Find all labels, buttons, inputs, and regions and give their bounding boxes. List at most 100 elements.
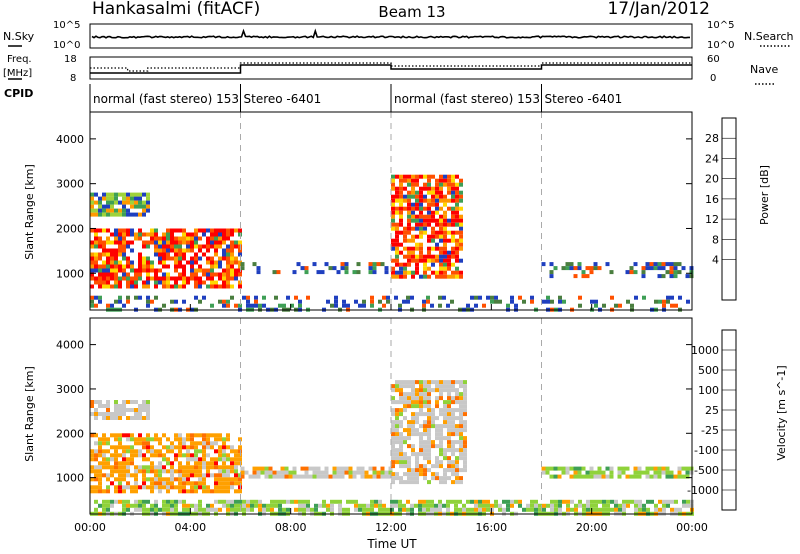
- heatmap-cell: [326, 299, 330, 304]
- heatmap-cell: [653, 266, 658, 271]
- heatmap-cell: [102, 449, 106, 454]
- heatmap-cell: [118, 260, 122, 265]
- heatmap-cell: [130, 268, 134, 273]
- heatmap-cell: [399, 210, 403, 215]
- heatmap-cell: [463, 392, 467, 397]
- heatmap-cell: [98, 272, 102, 277]
- heatmap-cell: [622, 507, 626, 512]
- heatmap-cell: [202, 272, 206, 277]
- heatmap-cell: [134, 507, 138, 512]
- heatmap-cell: [399, 214, 403, 219]
- heatmap-cell: [642, 295, 646, 300]
- heatmap-cell: [218, 256, 222, 261]
- heatmap-cell: [439, 396, 443, 401]
- heatmap-cell: [118, 473, 122, 478]
- heatmap-cell: [230, 272, 234, 277]
- heatmap-cell: [451, 214, 455, 219]
- heatmap-cell: [166, 477, 170, 482]
- heatmap-cell: [134, 489, 138, 494]
- heatmap-cell: [126, 437, 130, 442]
- heatmap-cell: [102, 416, 106, 420]
- heatmap-cell: [395, 270, 399, 275]
- heatmap-cell: [314, 503, 318, 508]
- heatmap-cell: [438, 507, 442, 512]
- heatmap-cell: [426, 299, 430, 304]
- heatmap-cell: [272, 270, 277, 275]
- heatmap-cell: [106, 473, 110, 478]
- heatmap-cell: [106, 276, 110, 281]
- heatmap-cell: [662, 507, 666, 512]
- heatmap-cell: [459, 190, 463, 195]
- heatmap-cell: [202, 433, 206, 438]
- heatmap-cell: [174, 264, 178, 269]
- heatmap-cell: [250, 303, 254, 308]
- heatmap-cell: [411, 448, 415, 453]
- heatmap-cell: [490, 299, 494, 304]
- heatmap-cell: [142, 256, 146, 261]
- heatmap-cell: [138, 469, 142, 474]
- heatmap-cell: [260, 466, 265, 471]
- heatmap-cell: [649, 266, 654, 271]
- heatmap-cell: [146, 260, 150, 265]
- heatmap-cell: [451, 380, 455, 385]
- heatmap-cell: [558, 295, 562, 300]
- heatmap-cell: [403, 440, 407, 445]
- heatmap-cell: [146, 295, 150, 300]
- heatmap-cell: [399, 202, 403, 207]
- heatmap-cell: [459, 412, 463, 417]
- heatmap-cell: [114, 416, 118, 420]
- heatmap-cell: [662, 303, 666, 308]
- heatmap-cell: [395, 234, 399, 239]
- heatmap-cell: [423, 424, 427, 429]
- heatmap-cell: [368, 262, 373, 267]
- heatmap-cell: [90, 412, 94, 416]
- heatmap-cell: [459, 238, 463, 243]
- colorbar-tick-label: 25: [705, 404, 719, 417]
- heatmap-cell: [376, 262, 381, 267]
- heatmap-cell: [447, 258, 451, 263]
- heatmap-cell: [494, 499, 498, 504]
- heatmap-cell: [106, 268, 110, 273]
- heatmap-cell: [669, 270, 674, 275]
- heatmap-cell: [174, 485, 178, 490]
- heatmap-cell: [403, 452, 407, 457]
- heatmap-cell: [190, 268, 194, 273]
- heatmap-cell: [407, 404, 411, 409]
- heatmap-cell: [146, 232, 150, 237]
- heatmap-cell: [463, 420, 467, 425]
- colorbar-tick-label: 100: [698, 384, 719, 397]
- heatmap-cell: [391, 174, 395, 179]
- heatmap-cell: [431, 258, 435, 263]
- heatmap-cell: [459, 270, 463, 275]
- heatmap-cell: [451, 472, 455, 477]
- heatmap-cell: [154, 507, 158, 512]
- heatmap-cell: [198, 280, 202, 285]
- heatmap-cell: [154, 499, 158, 504]
- heatmap-cell: [451, 246, 455, 251]
- heatmap-cell: [542, 503, 546, 508]
- heatmap-cell: [638, 507, 642, 512]
- heatmap-cell: [462, 503, 466, 508]
- heatmap-cell: [146, 412, 150, 416]
- heatmap-cell: [427, 432, 431, 437]
- heatmap-cell: [618, 503, 622, 508]
- date-title: 17/Jan/2012: [607, 0, 710, 19]
- heatmap-cell: [451, 194, 455, 199]
- heatmap-cell: [411, 404, 415, 409]
- heatmap-cell: [222, 465, 226, 470]
- freq-right-tick-bottom: 0: [710, 73, 716, 84]
- heatmap-cell: [194, 256, 198, 261]
- heatmap-cell: [182, 507, 186, 512]
- heatmap-cell: [336, 466, 341, 471]
- heatmap-cell: [403, 274, 407, 279]
- heatmap-cell: [154, 473, 158, 478]
- heatmap-cell: [226, 276, 230, 281]
- heatmap-cell: [431, 254, 435, 259]
- heatmap-cell: [451, 388, 455, 393]
- heatmap-cell: [304, 466, 309, 471]
- heatmap-cell: [138, 433, 142, 438]
- heatmap-cell: [138, 485, 142, 490]
- heatmap-cell: [126, 465, 130, 470]
- heatmap-cell: [122, 276, 126, 281]
- heatmap-cell: [170, 485, 174, 490]
